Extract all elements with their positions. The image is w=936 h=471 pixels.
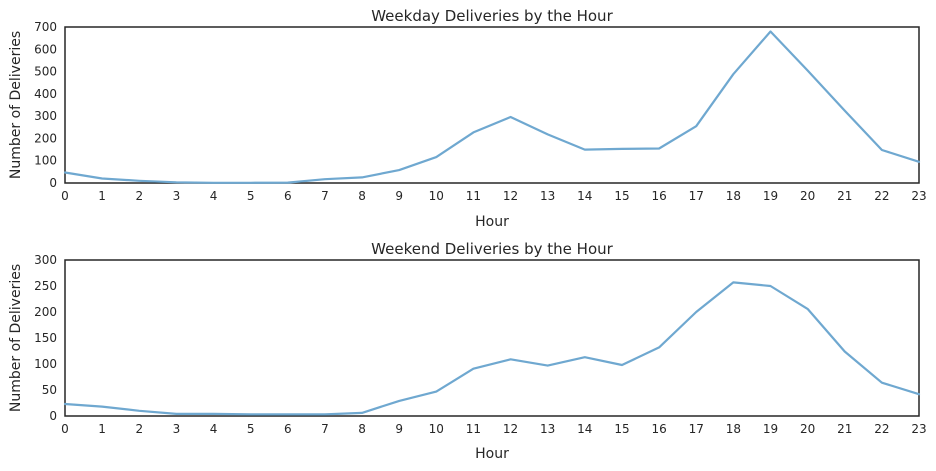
- weekend-x-tick-label: 0: [61, 422, 69, 436]
- weekday-y-tick-label: 600: [34, 42, 57, 56]
- weekend-x-tick-label: 11: [466, 422, 481, 436]
- weekend-y-tick-label: 50: [42, 383, 57, 397]
- weekday-y-tick-label: 300: [34, 109, 57, 123]
- weekday-x-tick-label: 6: [284, 189, 292, 203]
- weekday-x-tick-label: 3: [173, 189, 181, 203]
- weekday-x-tick-label: 2: [135, 189, 143, 203]
- weekday-x-tick-label: 22: [874, 189, 889, 203]
- weekday-y-tick-label: 0: [49, 176, 57, 190]
- weekend-y-tick-label: 100: [34, 357, 57, 371]
- weekend-x-tick-label: 3: [173, 422, 181, 436]
- weekday-x-tick-label: 8: [358, 189, 366, 203]
- weekend-x-tick-label: 7: [321, 422, 329, 436]
- weekday-x-tick-label: 18: [726, 189, 741, 203]
- weekday-y-tick-label: 500: [34, 65, 57, 79]
- weekend-x-tick-label: 20: [800, 422, 815, 436]
- weekend-plot-frame: [64, 259, 920, 417]
- weekday-x-tick-label: 10: [429, 189, 444, 203]
- weekday-x-tick-label: 4: [210, 189, 218, 203]
- weekday-y-tick-label: 400: [34, 87, 57, 101]
- weekend-x-tick-label: 14: [577, 422, 592, 436]
- weekday-y-tick-label: 700: [34, 20, 57, 34]
- weekend-x-tick-label: 18: [726, 422, 741, 436]
- weekday-x-tick-label: 11: [466, 189, 481, 203]
- weekday-x-tick-label: 23: [911, 189, 926, 203]
- weekend-deliveries-line: [63, 281, 921, 416]
- weekday-chart-title: Weekday Deliveries by the Hour: [371, 7, 613, 25]
- weekend-x-tick-label: 16: [651, 422, 666, 436]
- weekday-x-tick-label: 16: [651, 189, 666, 203]
- weekday-x-tick-label: 5: [247, 189, 255, 203]
- weekend-x-tick-label: 9: [395, 422, 403, 436]
- weekday-x-tick-label: 15: [614, 189, 629, 203]
- weekend-y-tick-label: 250: [34, 279, 57, 293]
- weekend-x-tick-label: 21: [837, 422, 852, 436]
- weekend-x-tick-label: 4: [210, 422, 218, 436]
- weekday-plot-frame: [64, 26, 920, 184]
- weekday-x-tick-label: 12: [503, 189, 518, 203]
- weekend-x-tick-label: 1: [98, 422, 106, 436]
- weekend-x-tick-label: 10: [429, 422, 444, 436]
- weekend-y-tick-label: 0: [49, 409, 57, 423]
- weekend-y-tick-label: 300: [34, 253, 57, 267]
- weekday-x-tick-label: 20: [800, 189, 815, 203]
- weekend-x-tick-label: 8: [358, 422, 366, 436]
- weekend-x-tick-label: 23: [911, 422, 926, 436]
- weekend-x-tick-label: 6: [284, 422, 292, 436]
- weekend-x-tick-label: 22: [874, 422, 889, 436]
- weekend-y-tick-label: 200: [34, 305, 57, 319]
- weekend-x-tick-label: 13: [540, 422, 555, 436]
- weekday-y-tick-label: 100: [34, 154, 57, 168]
- weekday-y-axis-label: Number of Deliveries: [8, 31, 24, 179]
- weekday-x-tick-label: 21: [837, 189, 852, 203]
- weekday-x-tick-label: 7: [321, 189, 329, 203]
- weekend-x-tick-label: 19: [763, 422, 778, 436]
- weekday-x-tick-label: 19: [763, 189, 778, 203]
- weekend-x-tick-label: 2: [135, 422, 143, 436]
- weekend-x-tick-label: 5: [247, 422, 255, 436]
- weekend-x-axis-label: Hour: [475, 446, 509, 462]
- weekend-x-tick-label: 12: [503, 422, 518, 436]
- weekday-y-tick-label: 200: [34, 131, 57, 145]
- weekend-y-axis-label: Number of Deliveries: [8, 264, 24, 412]
- weekend-chart-title: Weekend Deliveries by the Hour: [371, 240, 613, 258]
- weekday-x-axis-label: Hour: [475, 214, 509, 230]
- weekend-x-tick-label: 17: [689, 422, 704, 436]
- weekday-x-tick-label: 17: [689, 189, 704, 203]
- weekday-deliveries-line: [63, 30, 921, 184]
- weekend-y-tick-label: 150: [34, 331, 57, 345]
- weekend-x-tick-label: 15: [614, 422, 629, 436]
- weekday-x-tick-label: 9: [395, 189, 403, 203]
- weekday-x-tick-label: 14: [577, 189, 592, 203]
- weekday-x-tick-label: 1: [98, 189, 106, 203]
- weekday-x-tick-label: 13: [540, 189, 555, 203]
- weekday-x-tick-label: 0: [61, 189, 69, 203]
